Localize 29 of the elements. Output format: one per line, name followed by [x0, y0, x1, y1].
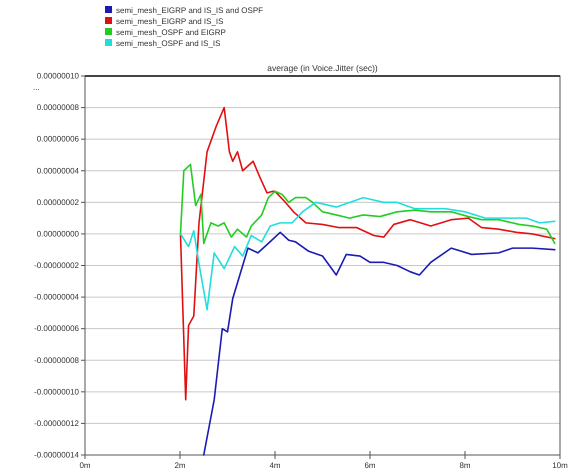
- y-tick-label: -0.00000004: [34, 292, 80, 302]
- y-tick-label: 0.00000010: [36, 72, 80, 81]
- chart-title: average (in Voice.Jitter (sec)): [267, 63, 378, 73]
- legend-label: semi_mesh_EIGRP and IS_IS: [116, 17, 224, 26]
- y-tick-label: -0.00000006: [34, 324, 80, 334]
- y-tick-label: -0.00000008: [34, 356, 80, 365]
- x-tick-label: 10m: [552, 461, 568, 470]
- y-tick-label: -0.00000010: [34, 387, 80, 396]
- y-tick-label: 0.00000000: [36, 229, 80, 238]
- legend-label: semi_mesh_OSPF and IS_IS: [116, 39, 220, 48]
- line-series: [180, 196, 556, 311]
- y-tick-label: 0.00000004: [36, 166, 80, 176]
- line-series: [180, 106, 556, 401]
- y-axis-title: ...: [33, 83, 40, 92]
- x-tick-label: 8m: [459, 461, 471, 470]
- y-tick-label: 0.00000006: [36, 134, 80, 144]
- x-tick-label: 4m: [269, 461, 281, 470]
- x-tick-label: 2m: [174, 461, 186, 470]
- y-tick-label: -0.00000002: [34, 261, 80, 270]
- x-tick-label: 6m: [364, 461, 376, 470]
- y-tick-label: -0.00000014: [34, 450, 80, 460]
- y-tick-label: -0.00000012: [34, 418, 80, 428]
- y-tick-label: 0.00000002: [36, 198, 80, 207]
- legend-label: semi_mesh_EIGRP and IS_IS and OSPF: [116, 6, 264, 15]
- x-tick-label: 0m: [79, 461, 91, 470]
- legend-label: semi_mesh_OSPF and EIGRP: [116, 28, 226, 37]
- line-series: [180, 164, 556, 244]
- line-series: [202, 232, 556, 456]
- y-tick-label: 0.00000008: [36, 103, 80, 112]
